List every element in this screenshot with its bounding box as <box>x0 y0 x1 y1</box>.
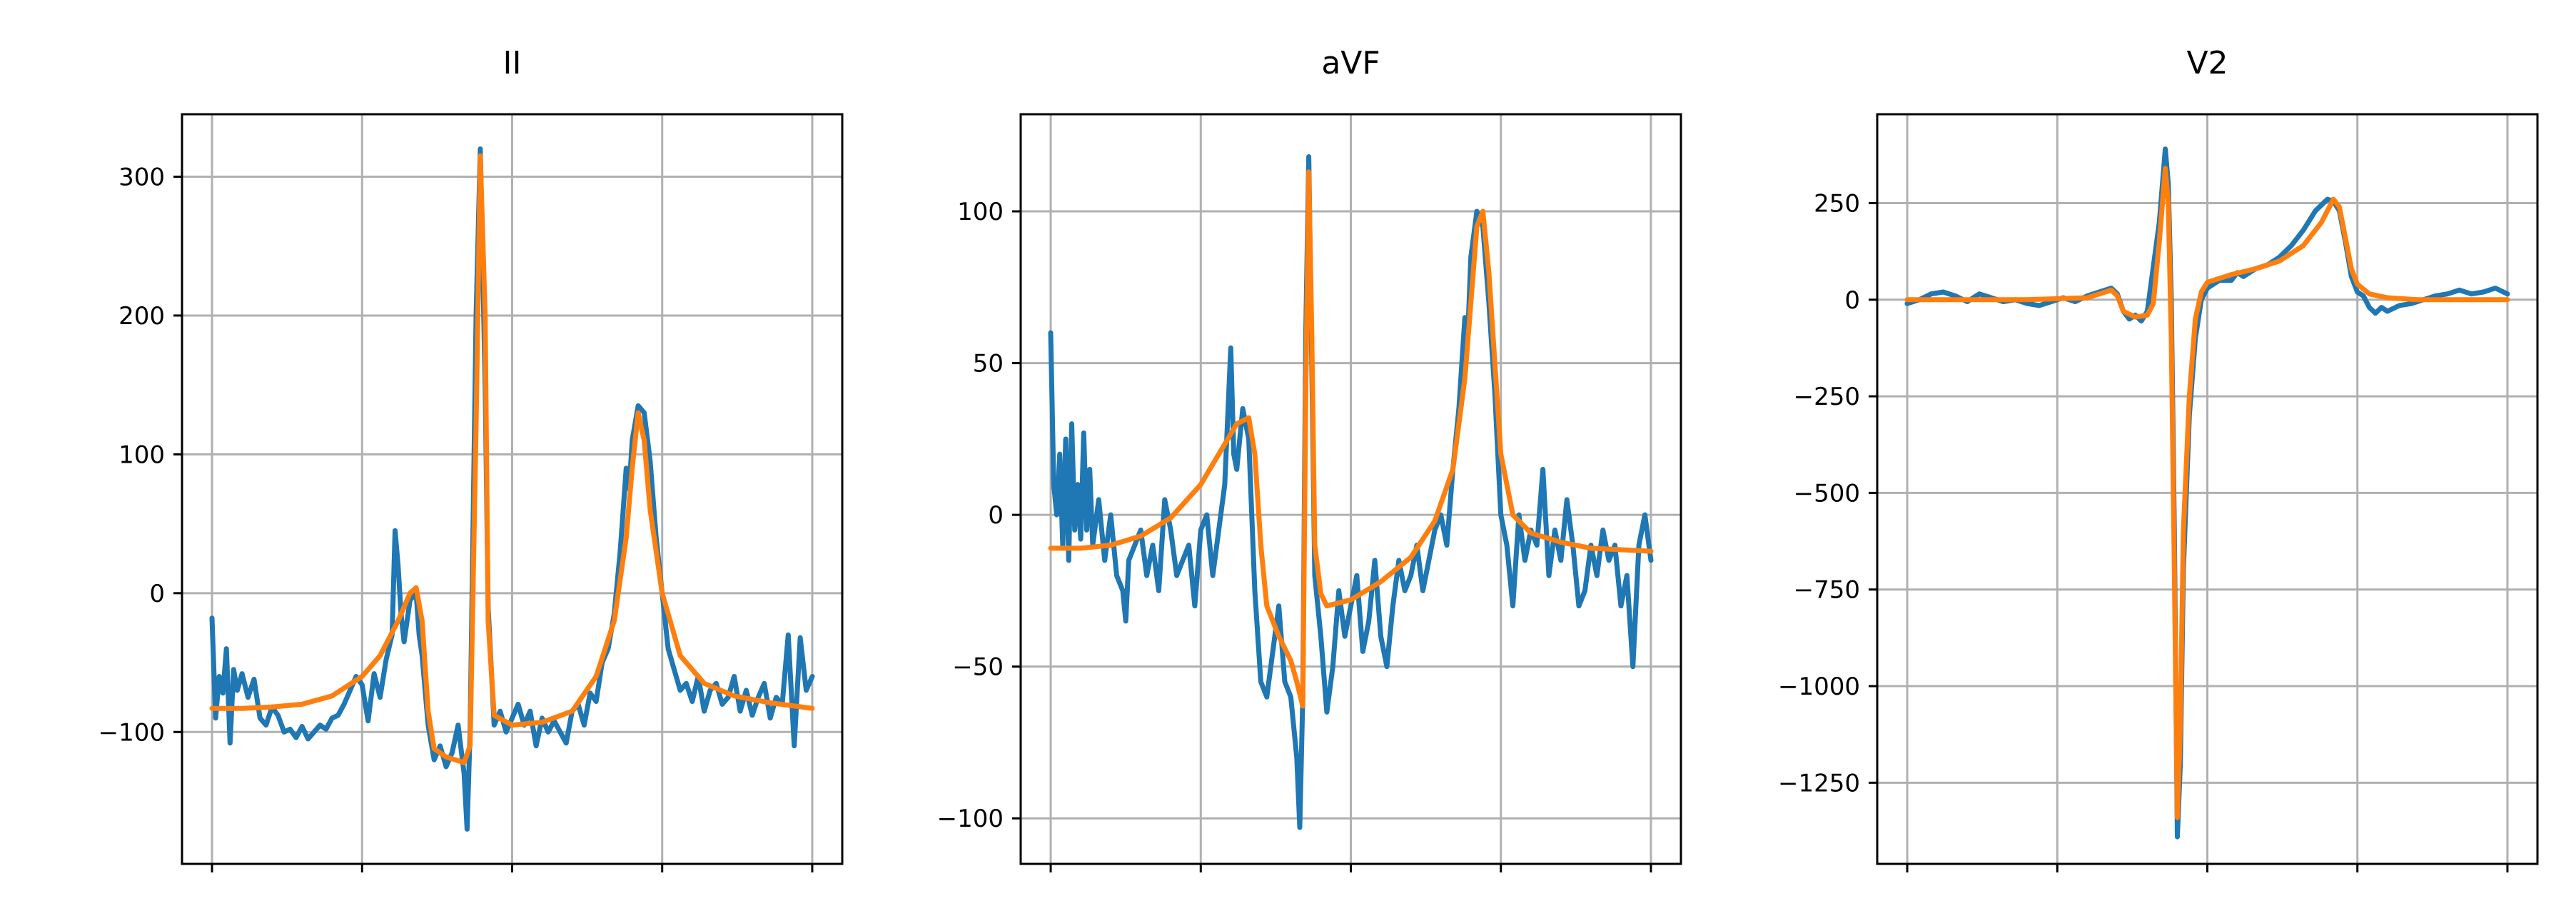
lead-avf-y-tick-label: 50 <box>973 350 1004 378</box>
lead-ii-panel: 300 200 100 0 −100 II <box>99 45 844 872</box>
lead-avf-y-tick-label: 100 <box>957 198 1004 226</box>
lead-v2-grid <box>1877 114 2537 864</box>
lead-avf-title: aVF <box>1321 45 1380 81</box>
lead-ii-y-tick-label: 200 <box>118 302 165 331</box>
lead-ii-y-ticks: 300 200 100 0 −100 <box>99 163 814 872</box>
lead-v2-y-tick-label: 0 <box>1844 286 1860 315</box>
lead-v2-title: V2 <box>2186 45 2228 81</box>
lead-avf-grid <box>1021 114 1681 864</box>
lead-avf-raw-trace <box>1048 154 1654 830</box>
lead-v2-series <box>1904 146 2510 840</box>
lead-avf-y-tick-label: −50 <box>952 653 1004 682</box>
lead-ii-series <box>209 146 815 832</box>
lead-ii-y-tick-label: −100 <box>99 718 165 747</box>
lead-v2-y-ticks: 250 0 −250 −500 −750 −1000 −1250 <box>1778 189 2509 872</box>
lead-avf-fitted-trace <box>1048 169 1654 709</box>
lead-ii-y-tick-label: 300 <box>118 163 165 192</box>
lead-v2-y-tick-label: −250 <box>1794 383 1860 411</box>
lead-ii-y-tick-label: 0 <box>149 580 165 608</box>
lead-ii-grid <box>182 114 842 864</box>
lead-ii-title: II <box>503 45 522 81</box>
lead-v2-y-tick-label: 250 <box>1814 189 1860 218</box>
lead-v2-fitted-trace <box>1904 166 2510 820</box>
lead-v2-y-tick-label: −1250 <box>1778 769 1860 797</box>
lead-ii-y-tick-label: 100 <box>118 441 165 469</box>
lead-avf-series <box>1048 154 1654 830</box>
lead-avf-y-tick-label: −100 <box>937 805 1004 833</box>
lead-avf-y-tick-label: 0 <box>988 501 1004 530</box>
lead-v2-y-tick-label: −750 <box>1794 576 1860 605</box>
lead-v2-y-tick-label: −500 <box>1794 479 1860 508</box>
lead-ii-fitted-trace <box>209 153 815 765</box>
lead-avf-y-ticks: 100 50 0 −50 −100 <box>937 198 1652 872</box>
lead-v2-y-tick-label: −1000 <box>1778 673 1860 701</box>
lead-avf-panel: 100 50 0 −50 −100 aVF <box>937 45 1682 872</box>
lead-v2-panel: 250 0 −250 −500 −750 −1000 −1250 V2 <box>1778 45 2539 872</box>
